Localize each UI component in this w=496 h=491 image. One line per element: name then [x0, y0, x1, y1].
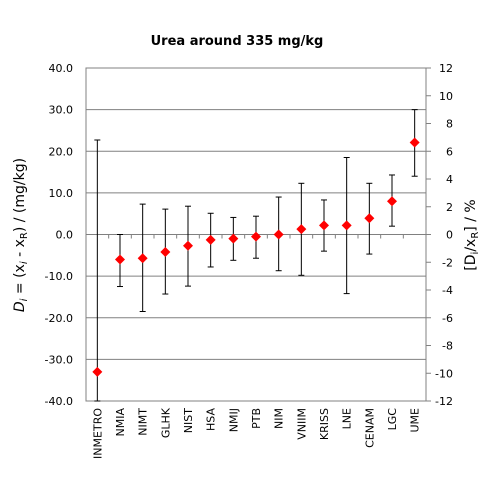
data-point-marker [115, 254, 125, 265]
right-tick-label: -2 [442, 256, 453, 269]
right-axis-ticks: 12 10 8 6 4 2 0 -2 -4 -6 -8 -10 -12 [426, 62, 453, 408]
left-tick-label: -10.0 [45, 270, 73, 283]
right-tick-label: -8 [442, 340, 453, 353]
left-axis-label: Di = (xi - xR) / (mg/kg) [12, 158, 30, 312]
data-point-marker [319, 220, 329, 231]
data-point-marker [92, 366, 103, 377]
data-point-marker [387, 196, 397, 207]
left-tick-label: -20.0 [45, 312, 73, 325]
data-point-marker [228, 233, 239, 244]
right-tick-label: -4 [442, 284, 453, 297]
left-tick-label: 10.0 [49, 187, 74, 200]
data-point-marker [296, 224, 307, 235]
category-label: NIM [273, 408, 286, 429]
category-label: NIST [182, 408, 195, 433]
category-label: KRISS [318, 408, 331, 440]
category-label: INMETRO [91, 408, 104, 459]
right-tick-label: 2 [446, 201, 453, 214]
category-label: HSA [205, 408, 218, 431]
category-label: GLHK [159, 407, 172, 438]
data-point-marker [273, 229, 284, 240]
category-label: PTB [250, 408, 263, 429]
error-bars [94, 109, 418, 402]
data-point-marker [364, 213, 375, 224]
left-tick-label: 0.0 [56, 229, 74, 242]
data-point-marker [409, 137, 420, 148]
category-label: UME [409, 408, 422, 433]
data-point-marker [160, 246, 171, 257]
category-label: NMIJ [227, 408, 240, 432]
category-label: NIMT [137, 408, 150, 436]
left-tick-label: 20.0 [49, 145, 74, 158]
right-tick-label: 12 [439, 62, 453, 75]
right-tick-label: 8 [446, 118, 453, 131]
right-tick-label: -10 [435, 367, 453, 380]
right-axis-label: [Di/xR] / % [463, 199, 481, 270]
data-point-marker [137, 253, 148, 264]
right-tick-label: 4 [446, 173, 453, 186]
data-markers [92, 137, 420, 377]
left-axis-ticks: 40.0 30.0 20.0 10.0 0.0 -10.0 -20.0 -30.0 -40.0 [45, 62, 73, 408]
left-tick-label: -40.0 [45, 395, 73, 408]
chart-title: Urea around 335 mg/kg [151, 34, 324, 49]
left-tick-label: 40.0 [49, 62, 74, 75]
category-label: LNE [341, 408, 354, 429]
data-point-marker [205, 234, 216, 245]
category-label: CENAM [363, 408, 376, 448]
data-point-marker [341, 220, 352, 231]
data-point-marker [183, 240, 193, 251]
right-tick-label: 10 [439, 90, 453, 103]
data-point-marker [251, 231, 261, 242]
right-tick-label: 0 [446, 229, 453, 242]
category-label: VNIIM [295, 408, 308, 440]
right-tick-label: -12 [435, 395, 453, 408]
right-tick-label: 6 [446, 145, 453, 158]
left-tick-label: -30.0 [45, 353, 73, 366]
category-label: NMIA [114, 408, 127, 437]
right-tick-label: -6 [442, 312, 453, 325]
left-tick-label: 30.0 [49, 104, 74, 117]
category-label: LGC [386, 408, 399, 431]
